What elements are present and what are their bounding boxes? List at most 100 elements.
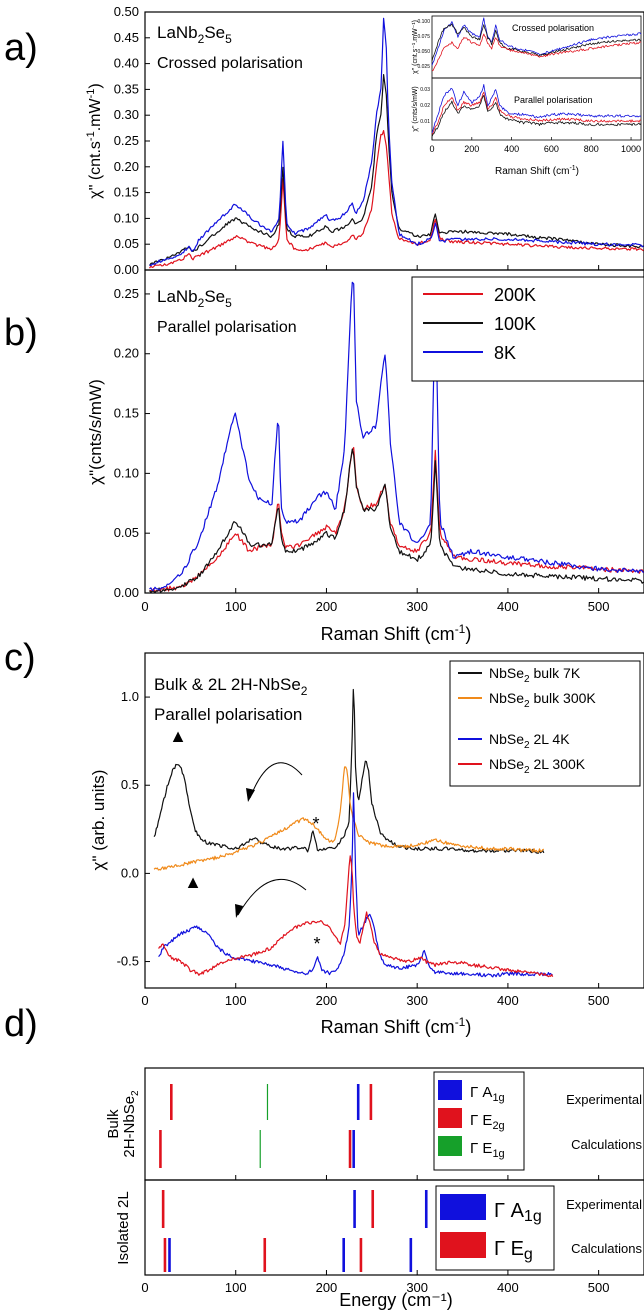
inset-bottom-series-blue: [431, 84, 642, 134]
legend-200k-label: 200K: [494, 285, 536, 305]
inset-bottom-series-black: [431, 95, 642, 137]
panel-a-inset: 0 200 400 600 800 1000 0.100 0.075 0.050 0.025 0.0…: [411, 14, 643, 177]
panel-d-top-frame: [144, 1067, 644, 1181]
panel-a-ytick-label-7: 0.35: [114, 81, 139, 96]
panel-c-xtick-label-5: 500: [588, 993, 610, 1008]
inset-top-series-black: [431, 23, 642, 62]
panel-c-ytick-label-1: 0.5: [121, 777, 139, 792]
legend-d-bottom-label-0: Γ A1g: [494, 1200, 542, 1225]
inset-bottom-ytick-label-0: 0.03: [420, 87, 430, 93]
panel-d-xtick-label-0: 0: [141, 1280, 148, 1295]
legend-d-bottom: Γ A1g Γ Eg: [435, 1185, 555, 1271]
inset-bottom-ytick-label-2: 0.01: [420, 119, 430, 125]
legend-c: NbSe2 bulk 7K NbSe2 bulk 300K NbSe2 2L 4K N…: [449, 660, 641, 787]
panel-a-ytick-label-9: 0.45: [114, 30, 139, 45]
panel-a-ytick-label-0: 0.00: [114, 262, 139, 277]
inset-top-series-red: [431, 33, 642, 72]
panel-c-ytick-label-0: 1.0: [121, 689, 139, 704]
inset-xtick-label-0: 0: [429, 144, 434, 154]
panel-b-xtick-label-4: 400: [497, 599, 519, 614]
panel-label-d: d): [4, 1003, 38, 1045]
inset-bottom-ylabel: χ" (cnts/s/mW): [412, 86, 419, 131]
cdw-triangle-bulk: ▲: [169, 726, 187, 746]
panel-a-ytick-label-8: 0.40: [114, 56, 139, 71]
panel-a: 0.00 0.05 0.10 0.15 0.20 0.25 0.30 0.35 0.40 0.45…: [85, 4, 644, 277]
shift-arrow-2l: [237, 879, 307, 916]
panel-d-top-ylabel-1: Bulk: [105, 1109, 122, 1139]
panel-a-series-8K: [149, 17, 644, 267]
legend-d-top-label-2: Γ E1g: [470, 1140, 505, 1160]
inset-top-ytick-label-3: 0.025: [417, 64, 430, 70]
legend-8k-label: 8K: [494, 343, 516, 363]
panel-b-xtick-label-0: 0: [141, 599, 148, 614]
inset-background: [411, 14, 643, 164]
cdw-triangle-2l: ▲: [184, 872, 202, 892]
panel-b-xtick-label-3: 300: [406, 599, 428, 614]
legend-ab: 200K 100K 8K: [411, 276, 644, 382]
star-marker-2l: *: [313, 934, 320, 954]
panel-a-ytick-label-5: 0.25: [114, 133, 139, 148]
inset-top-ytick-label-0: 0.100: [417, 19, 430, 25]
inset-xtick-label-1: 200: [464, 144, 479, 154]
panel-b-ytick-label-2: 0.10: [114, 465, 139, 480]
legend-c-label-2: NbSe2 2L 4K: [489, 731, 570, 751]
panel-b-xtick-label-5: 500: [588, 599, 610, 614]
panel-b-subtitle: Parallel polarisation: [157, 319, 297, 336]
panel-c-xtick-label-3: 300: [406, 993, 428, 1008]
panel-label-a: a): [4, 27, 38, 69]
panel-c-series-0: [153, 688, 545, 854]
inset-top-label: Crossed polarisation: [512, 23, 594, 33]
panel-a-ytick-label-2: 0.10: [114, 210, 139, 225]
panel-c-annotations: ▲ ▲ * *: [169, 726, 320, 954]
panel-d-xlabel: Energy (cm⁻¹): [339, 1290, 453, 1310]
d-bottom-row-calculations: Calculations: [571, 1241, 642, 1256]
panel-d-bottom-ylabel: Isolated 2L: [115, 1191, 132, 1264]
panel-b-xlabel: Raman Shift (cm-1): [321, 622, 472, 644]
inset-bottom-frame: [431, 77, 642, 141]
panel-c-frame: [144, 652, 644, 989]
legend-c-label-1: NbSe2 bulk 300K: [489, 690, 596, 710]
panel-d-top-ylabel-2: 2H-NbSe2: [121, 1090, 141, 1158]
panel-d-bottom-frame: [144, 1179, 644, 1276]
panel-c-ytick-label-2: 0.0: [121, 865, 139, 880]
legend-c-box: [449, 660, 641, 787]
panel-c-subtitle: Parallel polarisation: [154, 705, 302, 724]
panel-a-series-200K: [149, 130, 644, 269]
panel-a-ytick-label-3: 0.15: [114, 185, 139, 200]
panel-a-ytick-label-10: 0.50: [114, 4, 139, 19]
star-marker-bulk: *: [312, 814, 319, 834]
inset-top-ytick-label-1: 0.075: [417, 34, 430, 40]
panel-label-c: c): [4, 637, 36, 679]
panel-a-subtitle: Crossed polarisation: [157, 55, 303, 72]
panel-a-ytick-label-1: 0.05: [114, 236, 139, 251]
panel-b-xtick-label-1: 100: [225, 599, 247, 614]
d-top-row-experimental: Experimental: [566, 1092, 642, 1107]
panel-b-title: LaNb2Se5: [157, 287, 232, 310]
panel-a-title: LaNb2Se5: [157, 23, 232, 46]
panel-b-ytick-label-3: 0.15: [114, 406, 139, 421]
legend-d-top-swatch-0: [438, 1080, 462, 1100]
d-top-row-calculations: Calculations: [571, 1137, 642, 1152]
inset-xlabel: Raman Shift (cm-1): [495, 165, 579, 177]
legend-d-top-swatch-1: [438, 1108, 462, 1128]
panel-c-xtick-label-0: 0: [141, 993, 148, 1008]
panel-c-series-3: [158, 855, 554, 978]
panel-d-xtick-label-2: 200: [316, 1280, 338, 1295]
panel-b-ylabel: χ"(cnts/s/mW): [86, 379, 105, 485]
inset-xtick-label-2: 400: [504, 144, 519, 154]
panel-c-xtick-label-4: 400: [497, 993, 519, 1008]
panel-c-title: Bulk & 2L 2H-NbSe2: [154, 675, 308, 698]
inset-xtick-label-3: 600: [544, 144, 559, 154]
legend-d-top-label-0: Γ A1g: [470, 1084, 505, 1104]
panel-d: 0 100 200 300 400 500 Bulk 2H-NbSe2 Isolated …: [105, 1067, 644, 1310]
panel-b-xtick-label-2: 200: [316, 599, 338, 614]
shift-arrowhead-bulk: [246, 788, 255, 802]
legend-c-label-3: NbSe2 2L 300K: [489, 756, 586, 776]
inset-bottom-ytick-label-1: 0.02: [420, 103, 430, 109]
legend-c-label-0: NbSe2 bulk 7K: [489, 665, 581, 685]
panel-d-xtick-label-3: 300: [406, 1280, 428, 1295]
panel-b-ytick-label-4: 0.20: [114, 346, 139, 361]
inset-bottom-label: Parallel polarisation: [514, 95, 593, 105]
legend-d-top-label-1: Γ E2g: [470, 1112, 505, 1132]
shift-arrow-bulk: [249, 762, 303, 799]
